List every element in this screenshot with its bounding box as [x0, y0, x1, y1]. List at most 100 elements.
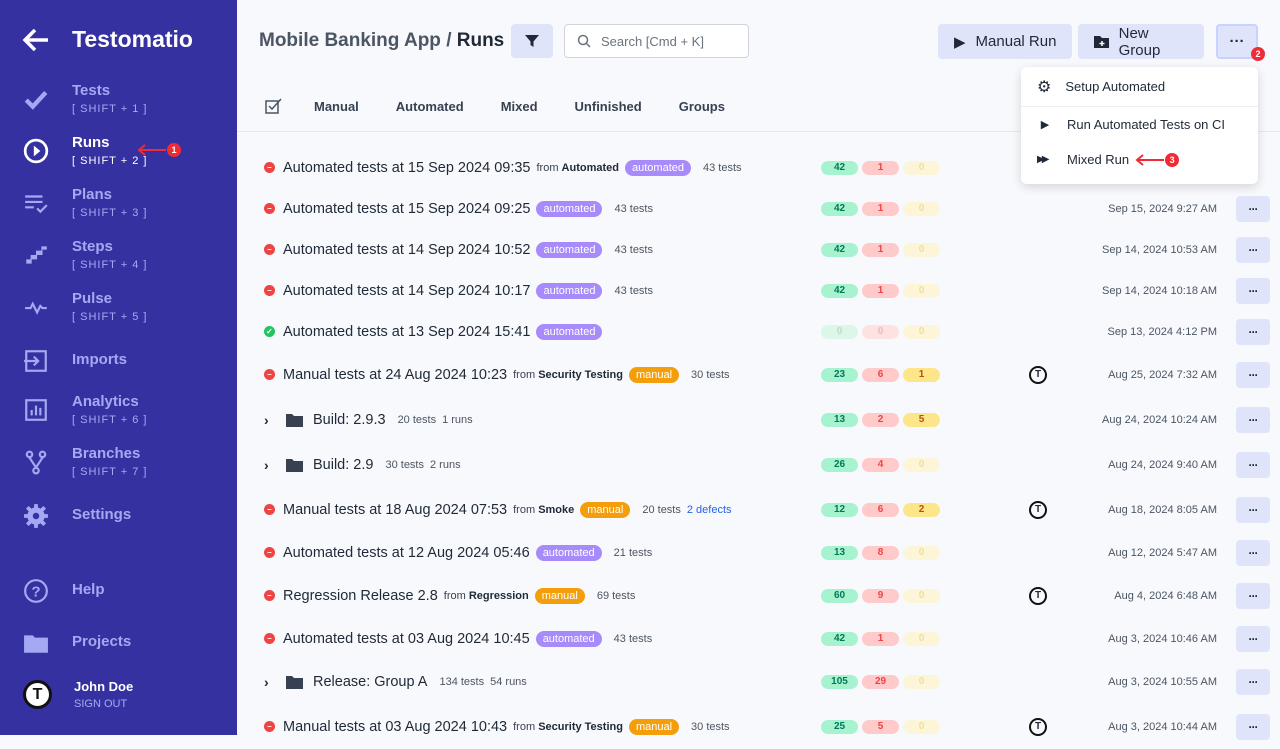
run-row[interactable]: – Automated tests at 14 Sep 2024 10:17 aut… — [237, 270, 1280, 311]
tests-count: 20 tests — [397, 413, 437, 426]
back-arrow-icon[interactable] — [22, 27, 50, 53]
row-more-button[interactable]: ··· — [1236, 539, 1270, 566]
row-more-button[interactable]: ··· — [1236, 406, 1270, 433]
row-more-button[interactable]: ··· — [1236, 582, 1270, 609]
run-title[interactable]: Automated tests at 03 Aug 2024 10:45 — [283, 630, 530, 647]
tab-groups[interactable]: Groups — [678, 98, 725, 114]
row-more-button[interactable]: ··· — [1236, 195, 1270, 222]
sidebar-item-plans[interactable]: Plans [ SHIFT + 3 ] — [0, 186, 237, 219]
chevron-right-icon[interactable]: › — [264, 411, 269, 428]
run-source: from Security Testing — [513, 721, 623, 733]
sidebar-item-branches[interactable]: Branches [ SHIFT + 7 ] — [0, 445, 237, 478]
search-input[interactable]: Search [Cmd + K] — [564, 24, 749, 58]
run-row[interactable]: – Manual tests at 18 Aug 2024 07:53 from S… — [237, 487, 1280, 532]
run-title[interactable]: Automated tests at 15 Sep 2024 09:35 — [283, 159, 531, 176]
result-counts: 12 6 2 — [821, 502, 940, 517]
folder-icon — [286, 413, 303, 427]
avatar[interactable]: T — [23, 680, 52, 709]
breadcrumb-project[interactable]: Mobile Banking App — [259, 30, 441, 51]
sidebar-item-help[interactable]: ? Help — [0, 578, 237, 604]
run-row[interactable]: – Automated tests at 14 Sep 2024 10:52 aut… — [237, 229, 1280, 270]
new-group-button[interactable]: New Group — [1078, 24, 1204, 59]
sidebar-item-projects[interactable]: Projects — [0, 630, 237, 656]
source-name: Smoke — [538, 503, 575, 516]
failed-count: 1 — [862, 631, 899, 646]
menu-item-setup-automated[interactable]: ⚙ Setup Automated — [1021, 67, 1258, 107]
run-title[interactable]: Automated tests at 13 Sep 2024 15:41 — [283, 323, 531, 340]
annotation-1: 1 — [137, 143, 181, 157]
group-title[interactable]: Build: 2.9 — [313, 456, 374, 473]
run-row[interactable]: – Automated tests at 15 Sep 2024 09:25 aut… — [237, 188, 1280, 229]
row-more-button[interactable]: ··· — [1236, 625, 1270, 652]
sign-out-link[interactable]: SIGN OUT — [74, 698, 128, 710]
source-name: Security Testing — [538, 368, 623, 381]
filter-button[interactable] — [511, 24, 553, 58]
fast-forward-icon: ▶▶ — [1037, 154, 1049, 165]
run-row[interactable]: – Manual tests at 03 Aug 2024 10:43 from S… — [237, 704, 1280, 749]
run-row[interactable]: – Regression Release 2.8 from Regression ma… — [237, 573, 1280, 618]
sidebar-item-steps[interactable]: Steps [ SHIFT + 4 ] — [0, 238, 237, 271]
sidebar-item-imports[interactable]: Imports — [0, 348, 237, 374]
group-row[interactable]: › Release: Group A 134 tests 54 runs 105 29… — [237, 659, 1280, 704]
row-more-button[interactable]: ··· — [1236, 451, 1270, 478]
run-row[interactable]: – Automated tests at 03 Aug 2024 10:45 aut… — [237, 618, 1280, 659]
group-row[interactable]: › Build: 2.9.3 20 tests 1 runs 13 2 5 Aug 24… — [237, 397, 1280, 442]
row-more-button[interactable]: ··· — [1236, 496, 1270, 523]
group-title[interactable]: Build: 2.9.3 — [313, 411, 386, 428]
run-row[interactable]: ✓ Automated tests at 13 Sep 2024 15:41 aut… — [237, 311, 1280, 352]
play-circle-icon — [0, 134, 72, 164]
run-title[interactable]: Automated tests at 12 Aug 2024 05:46 — [283, 544, 530, 561]
menu-item-mixed-run[interactable]: ▶▶ Mixed Run 3 — [1021, 142, 1258, 177]
failed-status-icon: – — [264, 547, 275, 558]
menu-item-run-ci[interactable]: ▶ Run Automated Tests on CI — [1021, 107, 1258, 142]
tab-mixed[interactable]: Mixed — [500, 98, 538, 114]
sidebar-item-pulse[interactable]: Pulse [ SHIFT + 5 ] — [0, 290, 237, 323]
row-more-button[interactable]: ··· — [1236, 277, 1270, 304]
select-checklist-icon[interactable] — [265, 98, 282, 114]
run-row[interactable]: – Automated tests at 12 Aug 2024 05:46 aut… — [237, 532, 1280, 573]
row-more-button[interactable]: ··· — [1236, 361, 1270, 388]
menu-item-label: Setup Automated — [1065, 79, 1166, 94]
manual-run-button[interactable]: ▶ Manual Run — [938, 24, 1073, 59]
tabs: Manual Automated Mixed Unfinished Groups — [265, 98, 762, 114]
group-title[interactable]: Release: Group A — [313, 673, 428, 690]
run-title[interactable]: Regression Release 2.8 — [283, 587, 438, 604]
skipped-count: 0 — [903, 588, 940, 603]
skipped-count: 0 — [903, 457, 940, 472]
sidebar-item-runs[interactable]: Runs [ SHIFT + 2 ] — [0, 134, 237, 167]
chevron-right-icon[interactable]: › — [264, 673, 269, 690]
run-title[interactable]: Manual tests at 18 Aug 2024 07:53 — [283, 501, 508, 518]
tab-automated[interactable]: Automated — [395, 98, 464, 114]
run-title[interactable]: Manual tests at 24 Aug 2024 10:23 — [283, 366, 508, 383]
row-more-button[interactable]: ··· — [1236, 668, 1270, 695]
run-title[interactable]: Automated tests at 14 Sep 2024 10:52 — [283, 241, 531, 258]
skipped-count: 0 — [903, 631, 940, 646]
failed-count: 2 — [862, 412, 899, 427]
row-more-button[interactable]: ··· — [1236, 318, 1270, 345]
sidebar-item-label: Imports — [72, 351, 128, 368]
failed-count: 1 — [862, 283, 899, 298]
run-date: Aug 25, 2024 7:32 AM — [1108, 368, 1217, 381]
chevron-right-icon[interactable]: › — [264, 456, 269, 473]
sidebar-item-settings[interactable]: Settings — [0, 503, 237, 529]
failed-count: 0 — [862, 324, 899, 339]
play-icon: ▶ — [1040, 119, 1050, 131]
runs-count: 2 runs — [430, 458, 461, 471]
run-title[interactable]: Automated tests at 15 Sep 2024 09:25 — [283, 200, 531, 217]
run-title[interactable]: Automated tests at 14 Sep 2024 10:17 — [283, 282, 531, 299]
pulse-icon — [0, 290, 72, 320]
tab-manual[interactable]: Manual — [314, 98, 359, 114]
run-row[interactable]: – Automated tests at 15 Sep 2024 09:35 fro… — [237, 147, 1280, 188]
tests-count: 21 tests — [613, 546, 653, 559]
sidebar-item-analytics[interactable]: Analytics [ SHIFT + 6 ] — [0, 393, 237, 426]
row-more-button[interactable]: ··· — [1236, 713, 1270, 740]
failed-status-icon: – — [264, 162, 275, 173]
run-type-badge: manual — [534, 587, 585, 604]
group-row[interactable]: › Build: 2.9 30 tests 2 runs 26 4 0 Aug 24, … — [237, 442, 1280, 487]
sidebar-item-tests[interactable]: Tests [ SHIFT + 1 ] — [0, 82, 237, 115]
tab-unfinished[interactable]: Unfinished — [574, 98, 642, 114]
run-title[interactable]: Manual tests at 03 Aug 2024 10:43 — [283, 718, 508, 735]
run-row[interactable]: – Manual tests at 24 Aug 2024 10:23 from S… — [237, 352, 1280, 397]
defects-link[interactable]: 2 defects — [686, 503, 732, 516]
row-more-button[interactable]: ··· — [1236, 236, 1270, 263]
